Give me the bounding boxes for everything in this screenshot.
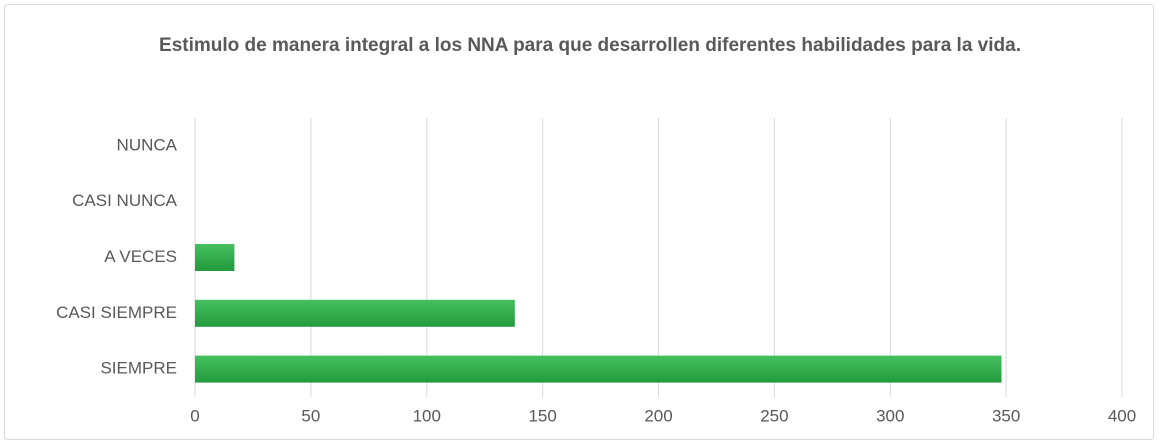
bar xyxy=(195,244,235,271)
x-tick-label: 0 xyxy=(190,406,199,425)
chart-title: Estimulo de manera integral a los NNA pa… xyxy=(159,35,1021,56)
bar xyxy=(195,355,1002,383)
x-tick-label: 350 xyxy=(992,406,1020,425)
y-tick-label: SIEMPRE xyxy=(100,359,177,378)
y-tick-label: CASI SIEMPRE xyxy=(56,303,177,322)
x-tick-label: 150 xyxy=(528,406,556,425)
chart-frame xyxy=(4,4,1154,440)
x-tick-label: 200 xyxy=(644,406,672,425)
x-tick-label: 300 xyxy=(876,406,904,425)
x-tick-label: 400 xyxy=(1108,406,1136,425)
y-tick-label: CASI NUNCA xyxy=(72,191,178,210)
x-tick-label: 250 xyxy=(760,406,788,425)
y-tick-label: NUNCA xyxy=(117,135,178,154)
x-tick-label: 50 xyxy=(301,406,320,425)
x-tick-label: 100 xyxy=(413,406,441,425)
y-tick-label: A VECES xyxy=(104,247,177,266)
bar xyxy=(195,299,515,327)
